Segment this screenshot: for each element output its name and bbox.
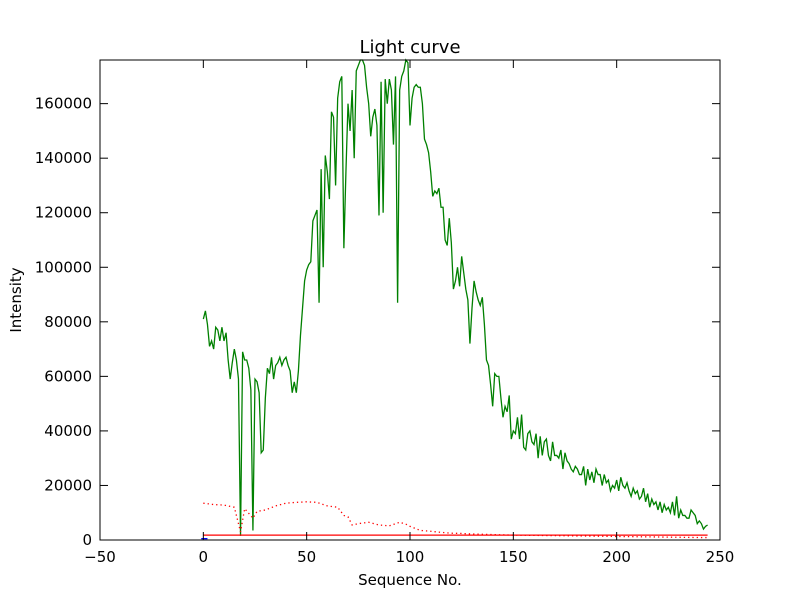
y-axis-label: Intensity xyxy=(7,267,25,332)
series-layer xyxy=(201,58,708,540)
x-tick-label: 200 xyxy=(602,548,631,566)
y-tick-label: 80000 xyxy=(44,313,92,331)
y-tick-label: 140000 xyxy=(35,149,92,167)
y-tick-label: 20000 xyxy=(44,476,92,494)
y-tick-label: 160000 xyxy=(35,95,92,113)
x-tick-label: −50 xyxy=(84,548,116,566)
x-tick-label: 0 xyxy=(199,548,209,566)
x-tick-label: 150 xyxy=(499,548,528,566)
ticks-layer: −50 0 50 100 150 200 2500200004000060000800001… xyxy=(35,60,735,566)
x-tick-label: 50 xyxy=(297,548,316,566)
chart-title: Light curve xyxy=(359,37,460,58)
series-line-0 xyxy=(202,58,708,536)
x-axis-label: Sequence No. xyxy=(358,571,462,589)
y-tick-label: 120000 xyxy=(35,204,92,222)
y-tick-label: 40000 xyxy=(44,422,92,440)
y-tick-label: 60000 xyxy=(44,367,92,385)
x-tick-label: 250 xyxy=(706,548,735,566)
x-tick-label: 100 xyxy=(396,548,425,566)
y-tick-label: 0 xyxy=(82,531,92,549)
y-tick-label: 100000 xyxy=(35,258,92,276)
plot-area xyxy=(100,60,720,540)
plot-frame xyxy=(99,59,721,541)
